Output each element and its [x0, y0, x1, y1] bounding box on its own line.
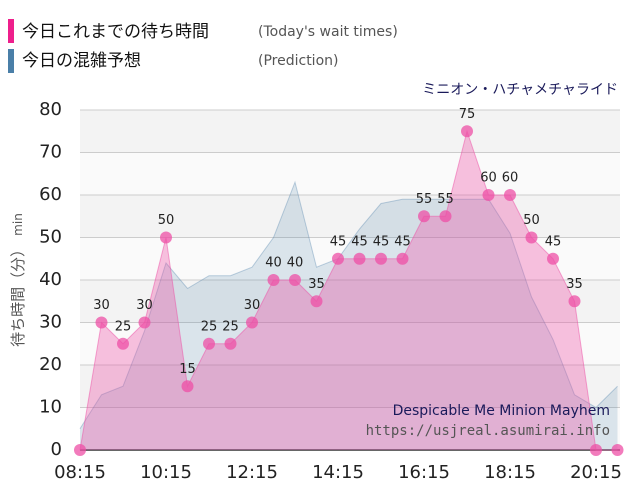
plot-band [80, 365, 620, 408]
plot-band [80, 110, 620, 153]
data-point [117, 337, 129, 350]
y-axis-label: 待ち時間（分） min [9, 213, 27, 347]
data-point [418, 210, 430, 223]
annotation: https://usjreal.asumirai.info [366, 423, 610, 439]
plot-band [80, 407, 620, 450]
legend-label: 今日の混雑予想 [22, 51, 141, 71]
data-label: 55 [437, 192, 454, 207]
data-point [246, 316, 258, 329]
x-tick-label: 18:15 [484, 462, 536, 483]
legend-swatch [8, 19, 14, 43]
x-tick-label: 10:15 [140, 462, 192, 483]
data-label: 30 [93, 298, 110, 313]
data-label: 30 [136, 298, 153, 313]
data-label: 60 [502, 171, 519, 186]
plot-band [80, 195, 620, 238]
plot-band [80, 152, 620, 195]
data-point [568, 295, 581, 308]
x-tick-label: 08:15 [54, 462, 106, 483]
data-label: 75 [459, 107, 476, 122]
x-tick-label: 20:15 [570, 462, 622, 483]
legend-label: 今日これまでの待ち時間 [22, 22, 209, 42]
plot-band [80, 280, 620, 323]
area-fill [80, 182, 618, 450]
y-tick-label: 30 [39, 312, 62, 333]
legend-swatch [8, 49, 14, 73]
area-fill [80, 131, 618, 450]
data-point [525, 231, 538, 244]
y-tick-label: 20 [39, 354, 62, 375]
data-label: 50 [158, 213, 175, 228]
x-tick-label: 16:15 [398, 462, 450, 483]
data-label: 40 [287, 256, 304, 271]
data-label: 45 [330, 234, 347, 249]
series-line [79, 129, 618, 451]
plot-band [80, 322, 620, 365]
data-label: 30 [244, 298, 261, 313]
chart-subtitle: ミニオン・ハチャメチャライド [422, 82, 618, 98]
annotation: Despicable Me Minion Mayhem [393, 403, 610, 419]
data-point [289, 274, 301, 286]
data-label: 50 [523, 213, 540, 228]
x-tick-label: 14:15 [312, 462, 364, 483]
data-label: 60 [480, 171, 497, 186]
data-point [310, 295, 323, 308]
data-point [138, 316, 151, 329]
data-point [181, 380, 194, 393]
data-point [203, 337, 215, 350]
data-label: 35 [308, 277, 325, 292]
data-point [611, 444, 624, 456]
data-label: 25 [115, 319, 132, 334]
data-point [224, 337, 237, 350]
x-tick-label: 12:15 [226, 462, 278, 483]
series-line [79, 180, 618, 430]
data-point [547, 252, 559, 265]
data-point [95, 316, 108, 329]
y-axis-title: 待ち時間（分） [9, 242, 27, 347]
data-label: 45 [351, 234, 368, 249]
data-label: 15 [179, 362, 196, 377]
y-tick-label: 50 [39, 227, 62, 248]
y-tick-label: 80 [39, 99, 62, 120]
data-label: 40 [265, 256, 282, 271]
data-point [160, 231, 172, 244]
data-point [396, 252, 409, 265]
y-axis-unit: min [11, 213, 25, 236]
legend-note: (Today's wait times) [258, 24, 398, 40]
data-point [590, 444, 602, 456]
y-tick-label: 10 [39, 397, 62, 418]
data-point [353, 252, 366, 265]
data-label: 45 [373, 234, 390, 249]
data-label: 25 [222, 319, 239, 334]
data-point [439, 210, 452, 223]
data-point [267, 274, 280, 286]
data-label: 25 [201, 319, 218, 334]
data-point [74, 444, 86, 456]
data-label: 55 [416, 192, 433, 207]
data-label: 35 [566, 277, 583, 292]
data-point [332, 252, 344, 265]
data-point [461, 125, 473, 138]
y-tick-label: 40 [39, 269, 62, 290]
legend-note: (Prediction) [258, 53, 338, 69]
y-tick-label: 60 [39, 184, 62, 205]
data-label: 45 [545, 234, 562, 249]
data-point [375, 252, 387, 265]
y-tick-label: 0 [51, 439, 62, 460]
y-tick-label: 70 [39, 142, 62, 163]
data-point [504, 189, 516, 201]
data-label: 45 [394, 234, 411, 249]
data-point [482, 189, 495, 201]
